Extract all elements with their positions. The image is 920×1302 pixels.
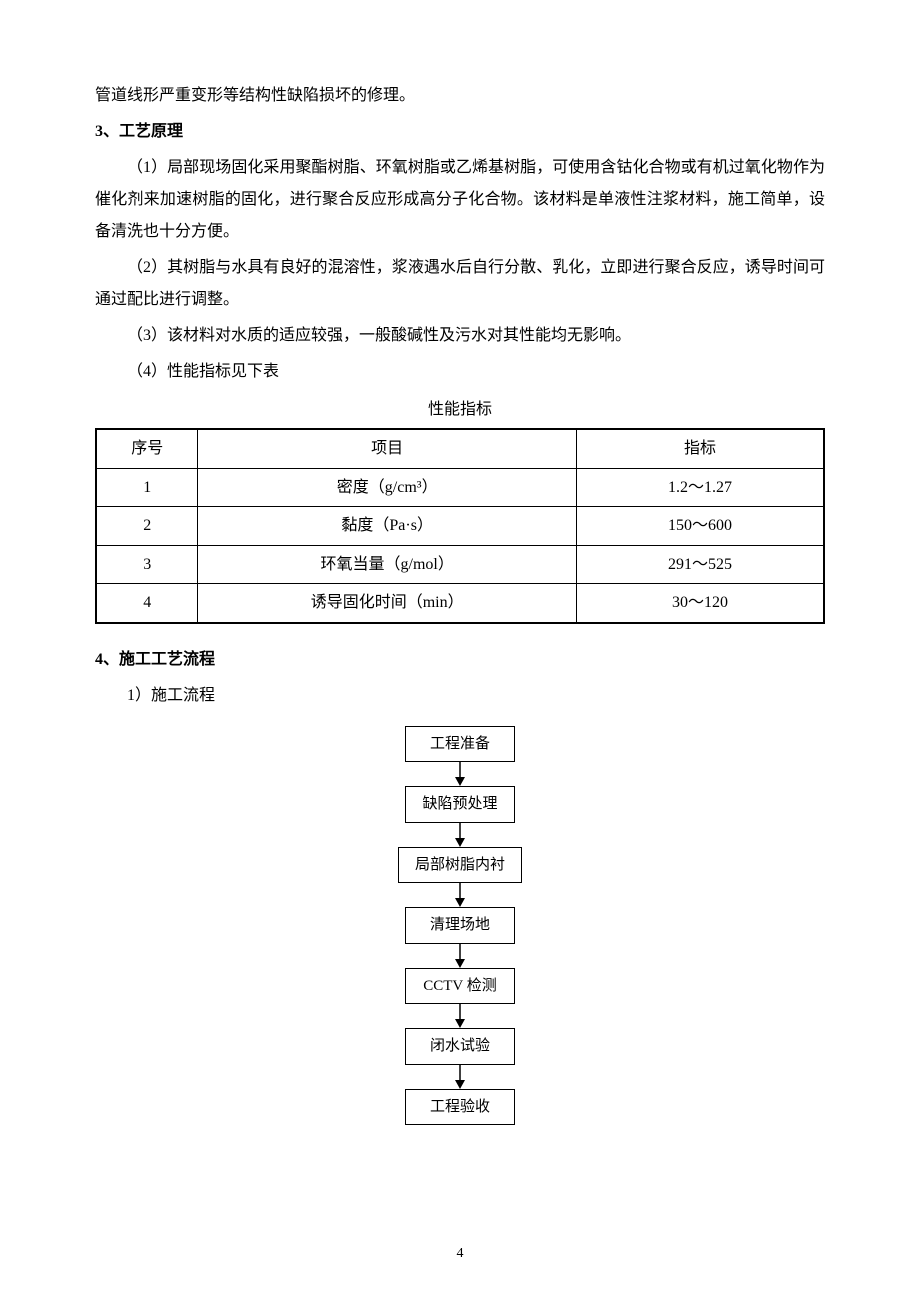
table-cell: 密度（g/cm³） — [198, 468, 577, 507]
table-row: 2 黏度（Pa·s） 150～600 — [96, 507, 824, 546]
table-cell: 1.2～1.27 — [576, 468, 824, 507]
paragraph-4: （4）性能指标见下表 — [95, 356, 825, 388]
section-heading-4: 4、施工工艺流程 — [95, 644, 825, 676]
table-cell: 291～525 — [576, 545, 824, 584]
flow-node: 闭水试验 — [405, 1028, 515, 1065]
paragraph-continuation: 管道线形严重变形等结构性缺陷损坏的修理。 — [95, 80, 825, 112]
table-title: 性能指标 — [95, 394, 825, 426]
table-cell: 4 — [96, 584, 198, 623]
flow-arrow-icon — [453, 1004, 467, 1028]
page-number: 4 — [0, 1246, 920, 1262]
performance-table: 序号 项目 指标 1 密度（g/cm³） 1.2～1.27 2 黏度（Pa·s）… — [95, 428, 825, 624]
paragraph-3: （3）该材料对水质的适应较强，一般酸碱性及污水对其性能均无影响。 — [95, 320, 825, 352]
table-row: 1 密度（g/cm³） 1.2～1.27 — [96, 468, 824, 507]
flow-node: 清理场地 — [405, 907, 515, 944]
table-header-row: 序号 项目 指标 — [96, 429, 824, 468]
flow-node: 工程验收 — [405, 1089, 515, 1126]
flow-arrow-icon — [453, 944, 467, 968]
table-cell: 环氧当量（g/mol） — [198, 545, 577, 584]
flow-arrow-icon — [453, 883, 467, 907]
flow-node: 缺陷预处理 — [405, 786, 515, 823]
flow-arrow-icon — [453, 1065, 467, 1089]
table-cell: 3 — [96, 545, 198, 584]
paragraph-2: （2）其树脂与水具有良好的混溶性，浆液遇水后自行分散、乳化，立即进行聚合反应，诱… — [95, 252, 825, 316]
flow-node: 局部树脂内衬 — [398, 847, 522, 884]
table-cell: 30～120 — [576, 584, 824, 623]
table-cell: 诱导固化时间（min） — [198, 584, 577, 623]
table-cell: 150～600 — [576, 507, 824, 546]
paragraph-1: （1）局部现场固化采用聚酯树脂、环氧树脂或乙烯基树脂，可使用含钴化合物或有机过氧… — [95, 152, 825, 248]
table-cell: 2 — [96, 507, 198, 546]
table-header-seq: 序号 — [96, 429, 198, 468]
construction-flowchart: 工程准备 缺陷预处理 局部树脂内衬 清理场地 CCTV 检测 闭水试验 工程验收 — [95, 726, 825, 1126]
flow-arrow-icon — [453, 823, 467, 847]
flow-arrow-icon — [453, 762, 467, 786]
paragraph-5: 1）施工流程 — [95, 680, 825, 712]
table-header-item: 项目 — [198, 429, 577, 468]
table-row: 4 诱导固化时间（min） 30～120 — [96, 584, 824, 623]
table-row: 3 环氧当量（g/mol） 291～525 — [96, 545, 824, 584]
table-header-value: 指标 — [576, 429, 824, 468]
flow-node: CCTV 检测 — [405, 968, 515, 1005]
table-cell: 1 — [96, 468, 198, 507]
table-cell: 黏度（Pa·s） — [198, 507, 577, 546]
flow-node: 工程准备 — [405, 726, 515, 763]
section-heading-3: 3、工艺原理 — [95, 116, 825, 148]
